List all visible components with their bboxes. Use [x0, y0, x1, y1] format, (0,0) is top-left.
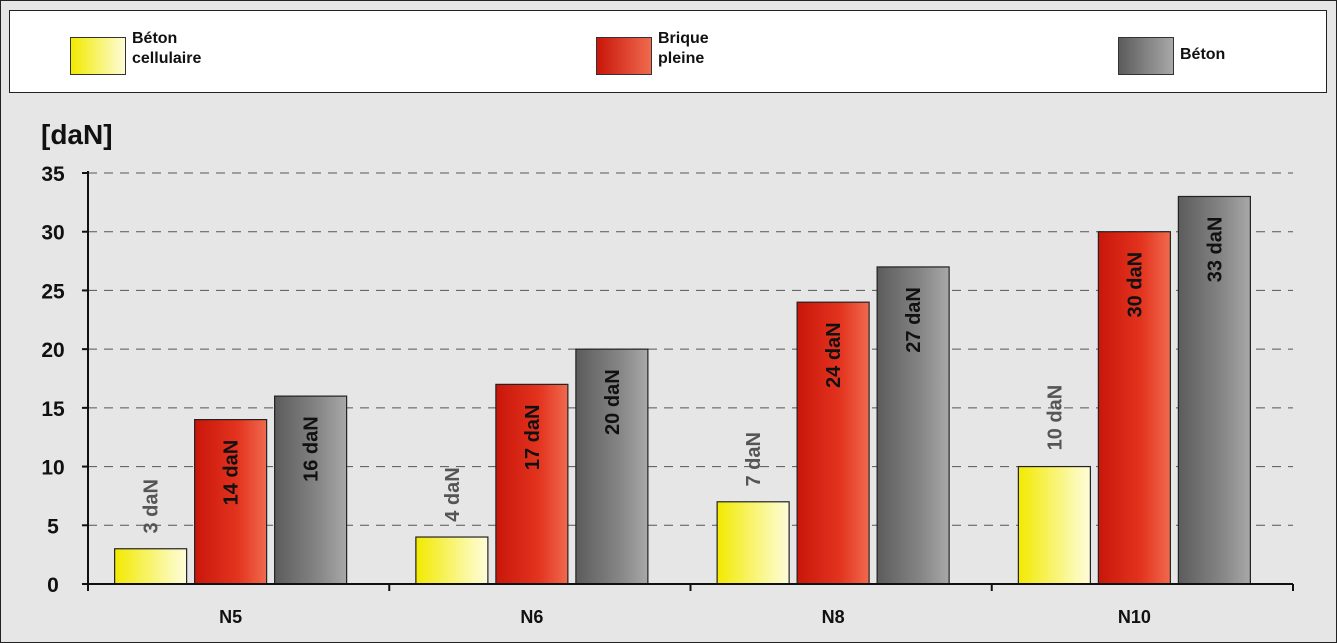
- legend-label: Béton cellulaire: [132, 30, 202, 67]
- bar-data-label: 3 daN: [141, 479, 163, 533]
- y-axis-unit-label: [daN]: [41, 119, 113, 150]
- bar-n6-series-1: [495, 383, 569, 585]
- y-tick-label: 5: [47, 515, 59, 538]
- bar-data-label: 4 daN: [442, 467, 464, 521]
- legend-swatch: [596, 37, 652, 75]
- bar-n10-series-1: [1097, 231, 1171, 585]
- bar-n8-series-1: [796, 301, 870, 585]
- bar-data-label: 20 daN: [602, 369, 624, 435]
- y-tick-label: 30: [41, 222, 64, 245]
- bar-n6-series-0: [415, 536, 489, 585]
- y-tick-label: 20: [41, 339, 64, 362]
- bar-n6-series-2: [575, 348, 649, 585]
- legend-swatch: [70, 37, 126, 75]
- legend-swatch: [1118, 37, 1174, 75]
- y-tick-label: 35: [41, 163, 65, 186]
- bar-data-label: 17 daN: [522, 405, 544, 471]
- bar-data-label: 7 daN: [743, 432, 765, 486]
- bar-n5-series-0: [114, 548, 188, 585]
- x-category-label: N8: [822, 607, 845, 627]
- bar-n8-series-0: [716, 501, 790, 585]
- legend-label: Brique pleine: [658, 30, 709, 67]
- x-category-label: N5: [219, 607, 242, 627]
- bar-n10-series-0: [1017, 465, 1091, 585]
- bar-data-label: 27 daN: [903, 287, 925, 353]
- x-category-label: N6: [520, 607, 543, 627]
- y-tick-label: 25: [41, 280, 65, 303]
- bar-data-label: 16 daN: [301, 416, 323, 482]
- bar-data-label: 33 daN: [1204, 217, 1226, 283]
- y-tick-label: 15: [41, 398, 65, 421]
- bar-n8-series-2: [876, 266, 950, 585]
- y-tick-label: 10: [41, 457, 64, 480]
- bar-data-label: 14 daN: [221, 440, 243, 506]
- bar-data-label: 24 daN: [823, 322, 845, 388]
- y-tick-label: 0: [47, 574, 59, 597]
- bar-n10-series-2: [1177, 195, 1251, 585]
- legend-label: Béton: [1180, 46, 1226, 63]
- bar-data-label: 10 daN: [1044, 385, 1066, 451]
- bar-data-label: 30 daN: [1124, 252, 1146, 318]
- bar-n5-series-2: [274, 395, 348, 585]
- bar-n5-series-1: [194, 419, 268, 585]
- legend: Béton cellulaire Brique pleine Béton: [9, 10, 1327, 93]
- x-category-label: N10: [1118, 607, 1151, 627]
